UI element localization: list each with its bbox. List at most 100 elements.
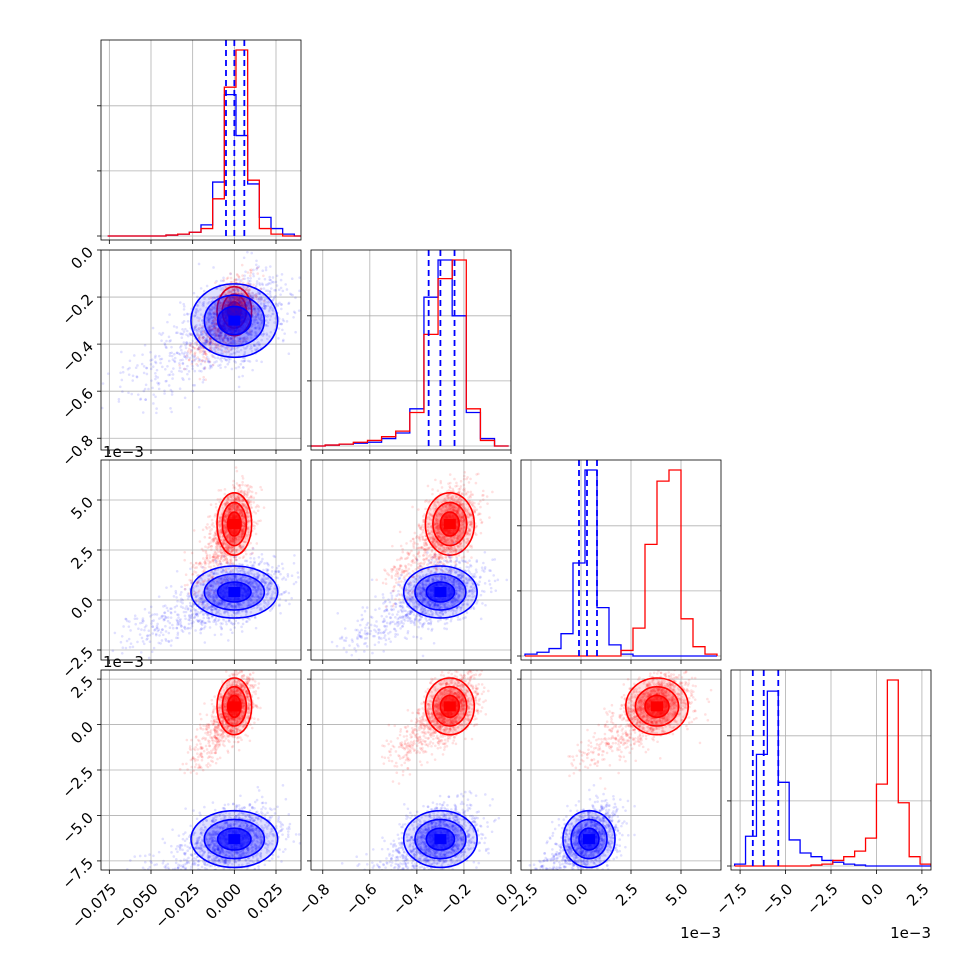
scatter-point — [231, 303, 235, 307]
scatter-point — [264, 305, 267, 308]
scatter-point — [216, 334, 220, 337]
scatter-point — [186, 353, 189, 357]
scatter-point — [238, 490, 242, 494]
scatter-point — [219, 332, 223, 335]
scatter-point — [211, 313, 214, 316]
scatter-point — [185, 333, 188, 336]
scatter-point — [182, 302, 186, 306]
scatter-point — [217, 618, 221, 621]
scatter-point — [222, 335, 226, 338]
scatter-point — [133, 354, 136, 357]
scatter-point — [141, 411, 145, 414]
scatter-point — [237, 297, 241, 301]
scatter-point — [272, 297, 276, 301]
scatter-point — [145, 366, 149, 370]
scatter-point — [229, 302, 232, 306]
axes-frame — [520, 459, 722, 661]
scatter-point — [206, 335, 210, 338]
scatter-point — [211, 327, 215, 331]
scatter-point — [203, 560, 207, 564]
scatter-point — [235, 301, 239, 305]
scatter-point — [193, 314, 196, 318]
scatter-point — [246, 276, 250, 280]
scatter-point — [208, 536, 211, 540]
scatter-point — [230, 346, 234, 350]
scatter-point — [226, 337, 230, 341]
scatter-point — [186, 351, 189, 355]
scatter-point — [213, 311, 216, 315]
scatter-point — [246, 536, 249, 539]
scatter-point — [247, 300, 251, 304]
scatter-point — [173, 356, 177, 360]
scatter-point — [229, 291, 233, 295]
scatter-point — [216, 313, 219, 316]
scatter-point — [260, 282, 264, 285]
scatter-point — [211, 333, 215, 336]
scatter-point — [213, 324, 217, 327]
scatter-point — [197, 357, 201, 361]
scatter-point — [253, 334, 257, 338]
scatter-point — [264, 283, 268, 287]
scatter-point — [239, 490, 243, 493]
scatter-point — [126, 367, 130, 371]
scatter-point — [216, 328, 220, 332]
scatter-point — [233, 288, 236, 292]
scatter-point — [182, 367, 186, 371]
scatter-point — [256, 300, 260, 304]
scatter-point — [243, 335, 246, 339]
scatter-point — [194, 310, 198, 314]
scatter-point — [201, 324, 205, 328]
scatter-point — [206, 302, 209, 305]
scatter-point — [192, 346, 196, 350]
scatter-point — [210, 538, 214, 542]
scatter-point — [248, 282, 251, 286]
scatter-point — [254, 348, 258, 352]
scatter-point — [211, 355, 215, 358]
scatter-point — [205, 340, 209, 343]
scatter-point — [249, 304, 252, 308]
scatter-point — [193, 314, 197, 318]
scatter-point — [220, 356, 223, 360]
scatter-point — [135, 375, 139, 379]
scatter-point — [266, 292, 270, 296]
scatter-point — [198, 369, 201, 373]
scatter-point — [241, 622, 245, 626]
scatter-point — [222, 356, 226, 360]
scatter-point — [193, 327, 196, 331]
scatter-point — [191, 389, 195, 393]
scatter-point — [292, 310, 296, 314]
scatter-point — [240, 359, 244, 363]
scatter-point — [229, 290, 232, 294]
scatter-point — [270, 280, 274, 284]
scatter-point — [219, 547, 222, 551]
scatter-point — [197, 347, 200, 350]
scatter-point — [201, 359, 205, 363]
scatter-point — [217, 305, 220, 309]
scatter-point — [189, 333, 193, 336]
scatter-point — [240, 303, 243, 307]
scatter-point — [194, 325, 197, 328]
scatter-point — [197, 345, 201, 349]
scatter-point — [260, 301, 263, 305]
scatter-point — [221, 340, 225, 344]
scatter-point — [207, 327, 211, 330]
scatter-point — [158, 332, 161, 335]
scatter-point — [235, 287, 239, 291]
scatter-point — [219, 306, 222, 310]
scatter-point — [241, 286, 244, 289]
scatter-point — [224, 341, 228, 345]
scatter-point — [246, 331, 250, 335]
scatter-point — [155, 411, 158, 415]
scatter-point — [243, 359, 247, 362]
scatter-point — [178, 353, 182, 356]
scatter-point — [246, 306, 250, 310]
scatter-point — [181, 321, 184, 325]
scatter-point — [258, 292, 262, 295]
scatter-point — [226, 548, 229, 551]
scatter-point — [240, 304, 243, 308]
scatter-point — [256, 313, 259, 316]
scatter-point — [266, 324, 269, 328]
scatter-point — [211, 327, 215, 331]
axes-frame — [310, 249, 512, 451]
scatter-point — [226, 339, 230, 343]
